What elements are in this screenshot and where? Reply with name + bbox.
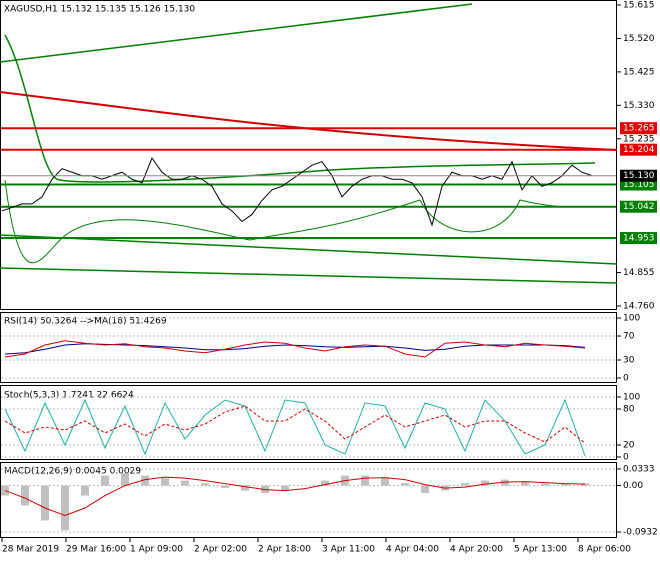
y-tick-label: 15.330 <box>623 101 655 111</box>
macd-bar <box>121 473 129 486</box>
y-tick-label: -0.0932 <box>623 528 658 538</box>
macd-bar <box>581 483 589 486</box>
y-tick-label: 0 <box>623 453 629 463</box>
x-tick-label: 1 Apr 09:00 <box>130 545 183 555</box>
y-tick-label: 20 <box>623 441 635 451</box>
macd-panel <box>0 462 617 538</box>
macd-bar <box>181 480 189 486</box>
macd-bar <box>161 478 169 486</box>
macd-bar <box>61 485 69 531</box>
macd-bar <box>141 475 149 486</box>
y-tick-label: 100 <box>623 393 640 403</box>
macd-bar <box>481 480 489 486</box>
x-tick-label: 8 Apr 06:00 <box>578 545 631 555</box>
stoch-panel <box>0 385 617 460</box>
trend-line <box>0 3 473 63</box>
level-label: 15.105 <box>623 180 655 190</box>
macd-bar <box>281 485 289 491</box>
macd-bar <box>101 475 109 486</box>
macd-signal-line <box>4 476 586 516</box>
y-tick-label: 14.760 <box>623 302 655 312</box>
macd-bar <box>541 483 549 486</box>
y-tick-label: 0.0333 <box>623 465 655 475</box>
x-tick-label: 2 Apr 18:00 <box>258 545 311 555</box>
macd-bar <box>361 475 369 486</box>
x-tick-label: 2 Apr 02:00 <box>194 545 247 555</box>
main-panel <box>0 0 617 310</box>
trend-line <box>0 234 618 265</box>
y-tick-label: 15.235 <box>623 134 655 144</box>
trend-line <box>0 267 618 284</box>
x-tick-label: 3 Apr 11:00 <box>322 545 375 555</box>
stoch-k-line <box>4 398 586 456</box>
macd-bar <box>221 485 229 489</box>
y-tick-label: 14.855 <box>623 268 655 278</box>
moving-average <box>0 91 618 151</box>
level-label: 15.204 <box>623 145 655 155</box>
x-tick-label: 4 Apr 20:00 <box>450 545 503 555</box>
last-badge <box>620 169 657 182</box>
macd-header: MACD(12,26,9) 0.0045 0.0029 <box>4 467 141 477</box>
level-badge <box>620 122 657 135</box>
main-header: XAGUSD,H1 15.132 15.135 15.126 15.130 <box>4 5 195 15</box>
level-badge <box>620 143 657 156</box>
level-label: 14.953 <box>623 234 655 244</box>
y-tick-label: 15.425 <box>623 67 655 77</box>
macd-bar <box>81 485 89 496</box>
y-tick-label: 15.615 <box>623 1 655 11</box>
x-tick-label: 4 Apr 04:00 <box>386 545 439 555</box>
bollinger-line <box>4 179 571 264</box>
y-tick-label: 30 <box>623 356 635 366</box>
y-tick-label: 15.520 <box>623 34 655 44</box>
trend-lines <box>0 3 618 284</box>
macd-bar <box>321 480 329 486</box>
macd-bar <box>241 485 249 491</box>
stoch-d-line <box>4 405 586 444</box>
stoch-header: Stoch(5,3,3) 1.7241 22.6624 <box>4 391 134 401</box>
level-label: 15.265 <box>623 124 655 134</box>
level-badge <box>620 232 657 245</box>
macd-bar <box>421 485 429 494</box>
x-tick-label: 29 Mar 16:00 <box>66 545 126 555</box>
rsi-panel <box>0 312 617 383</box>
y-tick-label: 0 <box>623 374 629 384</box>
last-label: 15.130 <box>623 171 655 181</box>
macd-bar <box>401 483 409 486</box>
x-tick-label: 28 Mar 2019 <box>2 545 59 555</box>
x-tick-label: 5 Apr 13:00 <box>514 545 567 555</box>
macd-bar <box>21 485 29 506</box>
y-tick-label: 80 <box>623 405 635 415</box>
macd-bar <box>41 485 49 521</box>
rsi-header: RSI(14) 50.3264 -->MA(18) 51.4269 <box>4 317 167 327</box>
level-label: 15.042 <box>623 202 655 212</box>
y-tick-label: 70 <box>623 332 635 342</box>
level-badge <box>620 200 657 213</box>
macd-bar <box>201 483 209 486</box>
y-tick-label: 100 <box>623 314 640 324</box>
bollinger-line <box>4 34 596 183</box>
rsi-values-line <box>4 340 586 358</box>
macd-bar <box>461 483 469 486</box>
macd-bar <box>521 481 529 486</box>
y-tick-label: 0.00 <box>623 481 643 491</box>
macd-bar <box>561 484 569 486</box>
macd-bar <box>381 478 389 486</box>
